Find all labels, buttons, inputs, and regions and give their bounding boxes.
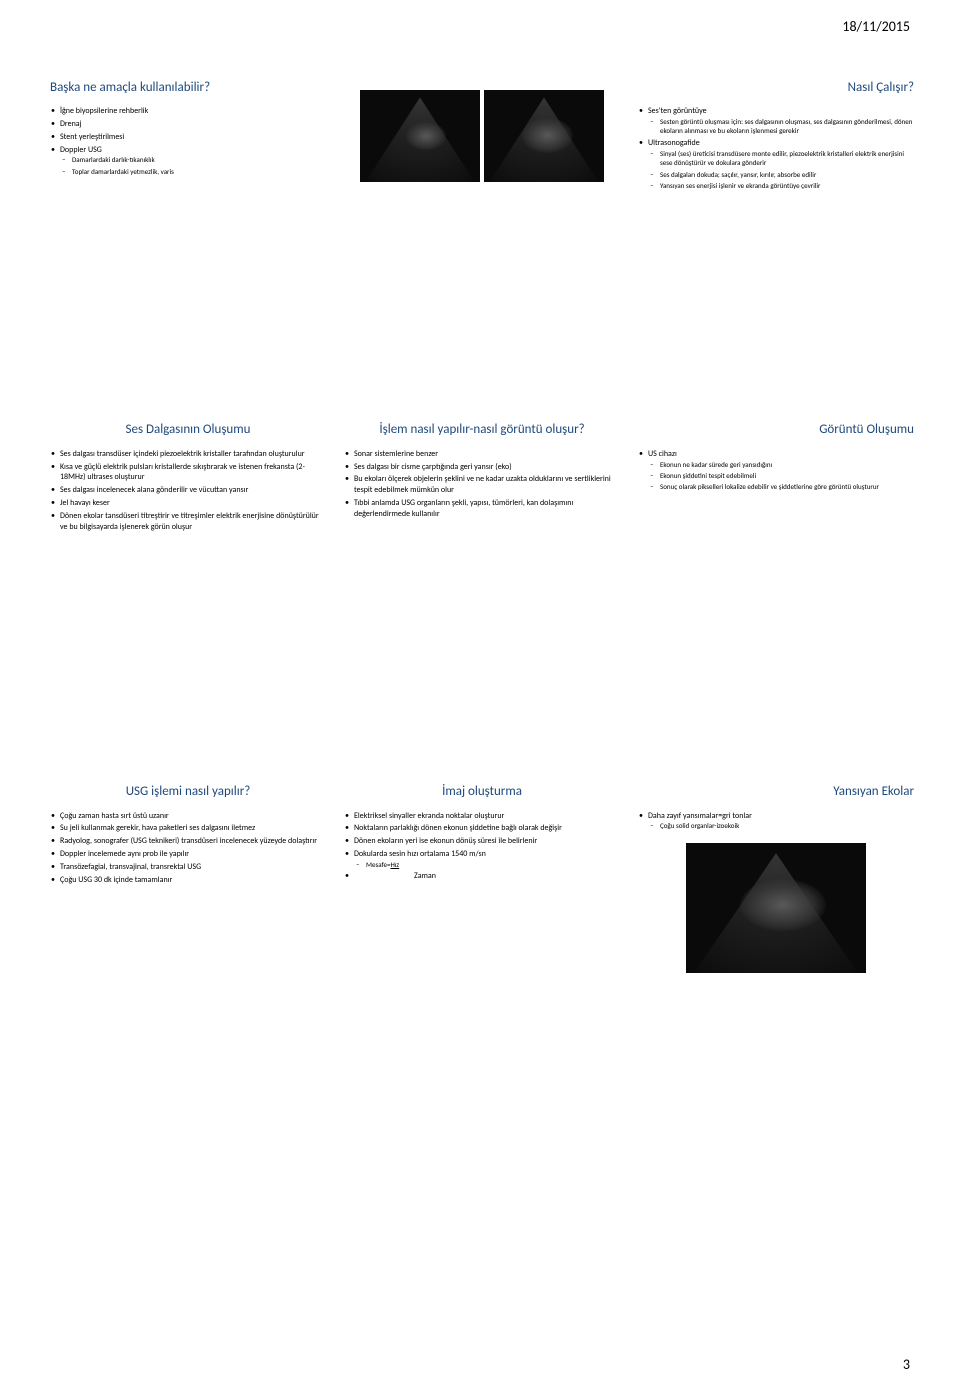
slide-row-3: USG işlemi nasıl yapılır? Çoğu zaman has… <box>50 784 910 976</box>
slide-title: Görüntü Oluşumu <box>638 422 914 438</box>
bullet: Zaman <box>344 871 620 882</box>
bullet: Noktaların parlaklığı dönen ekonun şidde… <box>344 823 620 834</box>
formula-label: Mesafe= <box>366 860 390 869</box>
slide-title: USG işlemi nasıl yapılır? <box>50 784 326 800</box>
slide-body: Sonar sistemlerine benzer Ses dalgası bi… <box>344 449 620 520</box>
bullet: US cihazı Ekonun ne kadar sürede geri ya… <box>638 449 914 492</box>
sub-bullet: Mesafe=Hız <box>354 860 620 869</box>
slide-1-1: Başka ne amaçla kullanılabilir? İğne biy… <box>50 80 326 192</box>
sub-bullet: Ekonun ne kadar sürede geri yansıdığını <box>648 460 914 469</box>
slide-body: Ses dalgası transdüser içindeki piezoele… <box>50 449 326 533</box>
sub-bullet: Ses dalgaları dokuda; saçılır, yansır, k… <box>648 170 914 179</box>
bullet: Sonar sistemlerine benzer <box>344 449 620 460</box>
slide-row-1: Başka ne amaçla kullanılabilir? İğne biy… <box>50 80 910 192</box>
bullet: Ses'ten görüntüye Sesten görüntü oluşmas… <box>638 106 914 136</box>
bullet: Jel havayı keser <box>50 498 326 509</box>
bullet: Çoğu zaman hasta sırt üstü uzanır <box>50 811 326 822</box>
slide-body: İğne biyopsilerine rehberlik Drenaj Sten… <box>50 106 326 176</box>
slide-3-1: USG işlemi nasıl yapılır? Çoğu zaman has… <box>50 784 326 976</box>
sub-bullet: Damarlardaki darlık-tıkanıklık <box>60 155 326 164</box>
bullet: Radyolog, sonografer (USG teknikeri) tra… <box>50 836 326 847</box>
slide-title: Başka ne amaçla kullanılabilir? <box>50 80 326 96</box>
slide-2-1: Ses Dalgasının Oluşumu Ses dalgası trans… <box>50 422 326 534</box>
bullet-text: Ses'ten görüntüye <box>648 106 707 116</box>
bullet: Ses dalgası incelenecek alana gönderilir… <box>50 485 326 496</box>
sub-bullet: Toplar damarlardaki yetmezlik, varis <box>60 167 326 176</box>
ultrasound-image <box>360 90 480 182</box>
bullet: Çoğu USG 30 dk içinde tamamlanır <box>50 875 326 886</box>
slide-body: Çoğu zaman hasta sırt üstü uzanır Su jel… <box>50 811 326 886</box>
bullet: İğne biyopsilerine rehberlik <box>50 106 326 117</box>
bullet: Kısa ve güçlü elektrik pulsları kristall… <box>50 462 326 484</box>
slide-body: Elektriksel sinyaller ekranda noktalar o… <box>344 811 620 882</box>
slide-1-3: Nasıl Çalışır? Ses'ten görüntüye Sesten … <box>638 80 914 192</box>
bullet: Drenaj <box>50 119 326 130</box>
bullet-text: Doppler USG <box>60 145 102 155</box>
page-number: 3 <box>903 1356 910 1373</box>
bullet: Dönen ekoların yeri ise ekonun dönüş sür… <box>344 836 620 847</box>
bullet-text: Ultrasonogafide <box>648 138 700 148</box>
slide-2-3: Görüntü Oluşumu US cihazı Ekonun ne kada… <box>638 422 914 534</box>
slide-3-2: İmaj oluşturma Elektriksel sinyaller ekr… <box>344 784 620 976</box>
sub-bullet: Sonuç olarak pikselleri lokalize edebili… <box>648 482 914 491</box>
ultrasound-image <box>484 90 604 182</box>
slide-body: US cihazı Ekonun ne kadar sürede geri ya… <box>638 449 914 492</box>
bullet: Doppler incelemede aynı prob ile yapılır <box>50 849 326 860</box>
bullet: Tıbbi anlamda USG organların şekli, yapı… <box>344 498 620 520</box>
bullet: Ses dalgası bir cisme çarptığında geri y… <box>344 462 620 473</box>
slide-body: Daha zayıf yansımalar=gri tonlar Çoğu so… <box>638 811 914 977</box>
bullet: Dönen ekolar tansdüseri titreştirir ve t… <box>50 511 326 533</box>
formula-numerator: Hız <box>390 860 414 869</box>
ultrasound-image <box>686 843 866 973</box>
ultrasound-image-pair <box>344 80 620 184</box>
sub-bullet: Çoğu solid organlar-izoekoik <box>648 821 914 830</box>
bullet: Elektriksel sinyaller ekranda noktalar o… <box>344 811 620 822</box>
formula-denominator: Zaman <box>414 871 436 881</box>
bullet: Ultrasonogafide Sinyal (ses) üreticisi t… <box>638 138 914 191</box>
slide-body: Ses'ten görüntüye Sesten görüntü oluşmas… <box>638 106 914 190</box>
sub-bullet: Yansıyan ses enerjisi işlenir ve ekranda… <box>648 181 914 190</box>
slide-title: İşlem nasıl yapılır-nasıl görüntü oluşur… <box>344 422 620 438</box>
bullet: Daha zayıf yansımalar=gri tonlar Çoğu so… <box>638 811 914 831</box>
bullet: Dokularda sesin hızı ortalama 1540 m/sn … <box>344 849 620 869</box>
slide-row-2: Ses Dalgasının Oluşumu Ses dalgası trans… <box>50 422 910 534</box>
bullet: Ses dalgası transdüser içindeki piezoele… <box>50 449 326 460</box>
bullet: Stent yerleştirilmesi <box>50 132 326 143</box>
slide-title: Yansıyan Ekolar <box>638 784 914 800</box>
page: 18/11/2015 Başka ne amaçla kullanılabili… <box>0 0 960 1395</box>
bullet-text: US cihazı <box>648 449 677 459</box>
slide-title: Ses Dalgasının Oluşumu <box>50 422 326 438</box>
bullet-text: Daha zayıf yansımalar=gri tonlar <box>648 811 752 821</box>
sub-bullet: Ekonun şiddetini tespit edebilmeli <box>648 471 914 480</box>
slide-3-3: Yansıyan Ekolar Daha zayıf yansımalar=gr… <box>638 784 914 976</box>
slide-title: İmaj oluşturma <box>344 784 620 800</box>
slide-title: Nasıl Çalışır? <box>638 80 914 96</box>
slide-2-2: İşlem nasıl yapılır-nasıl görüntü oluşur… <box>344 422 620 534</box>
slide-1-2 <box>344 80 620 192</box>
bullet: Doppler USG Damarlardaki darlık-tıkanıkl… <box>50 145 326 177</box>
bullet: Transözefagial, transvajinal, transrekta… <box>50 862 326 873</box>
page-date: 18/11/2015 <box>842 18 910 35</box>
sub-bullet: Sinyal (ses) üreticisi transdüsere monte… <box>648 149 914 168</box>
bullet: Bu ekoları ölçerek objelerin şeklini ve … <box>344 474 620 496</box>
bullet-text: Dokularda sesin hızı ortalama 1540 m/sn <box>354 849 486 859</box>
sub-bullet: Sesten görüntü oluşması için: ses dalgas… <box>648 117 914 136</box>
bullet: Su jeli kullanmak gerekir, hava paketler… <box>50 823 326 834</box>
